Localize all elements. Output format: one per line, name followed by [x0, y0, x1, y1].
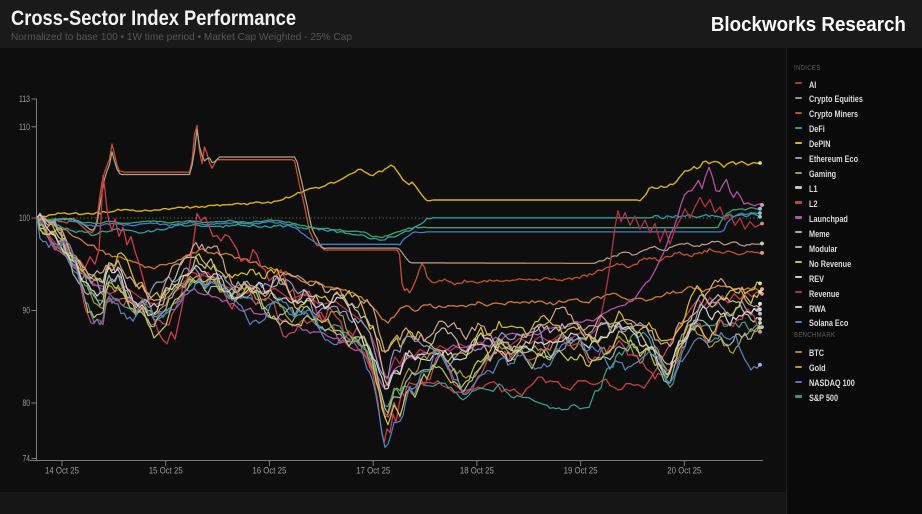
svg-text:20 Oct 25: 20 Oct 25: [667, 466, 701, 476]
svg-text:110: 110: [19, 122, 30, 132]
svg-text:100: 100: [19, 213, 30, 223]
svg-text:17 Oct 25: 17 Oct 25: [356, 466, 390, 476]
svg-text:15 Oct 25: 15 Oct 25: [149, 466, 183, 476]
svg-text:16 Oct 25: 16 Oct 25: [252, 466, 286, 476]
svg-text:80: 80: [23, 398, 31, 408]
svg-text:90: 90: [23, 306, 31, 316]
svg-text:14 Oct 25: 14 Oct 25: [45, 466, 79, 476]
svg-text:74: 74: [23, 454, 31, 464]
svg-text:18 Oct 25: 18 Oct 25: [460, 466, 494, 476]
svg-text:113: 113: [19, 94, 30, 104]
svg-text:19 Oct 25: 19 Oct 25: [564, 466, 598, 476]
